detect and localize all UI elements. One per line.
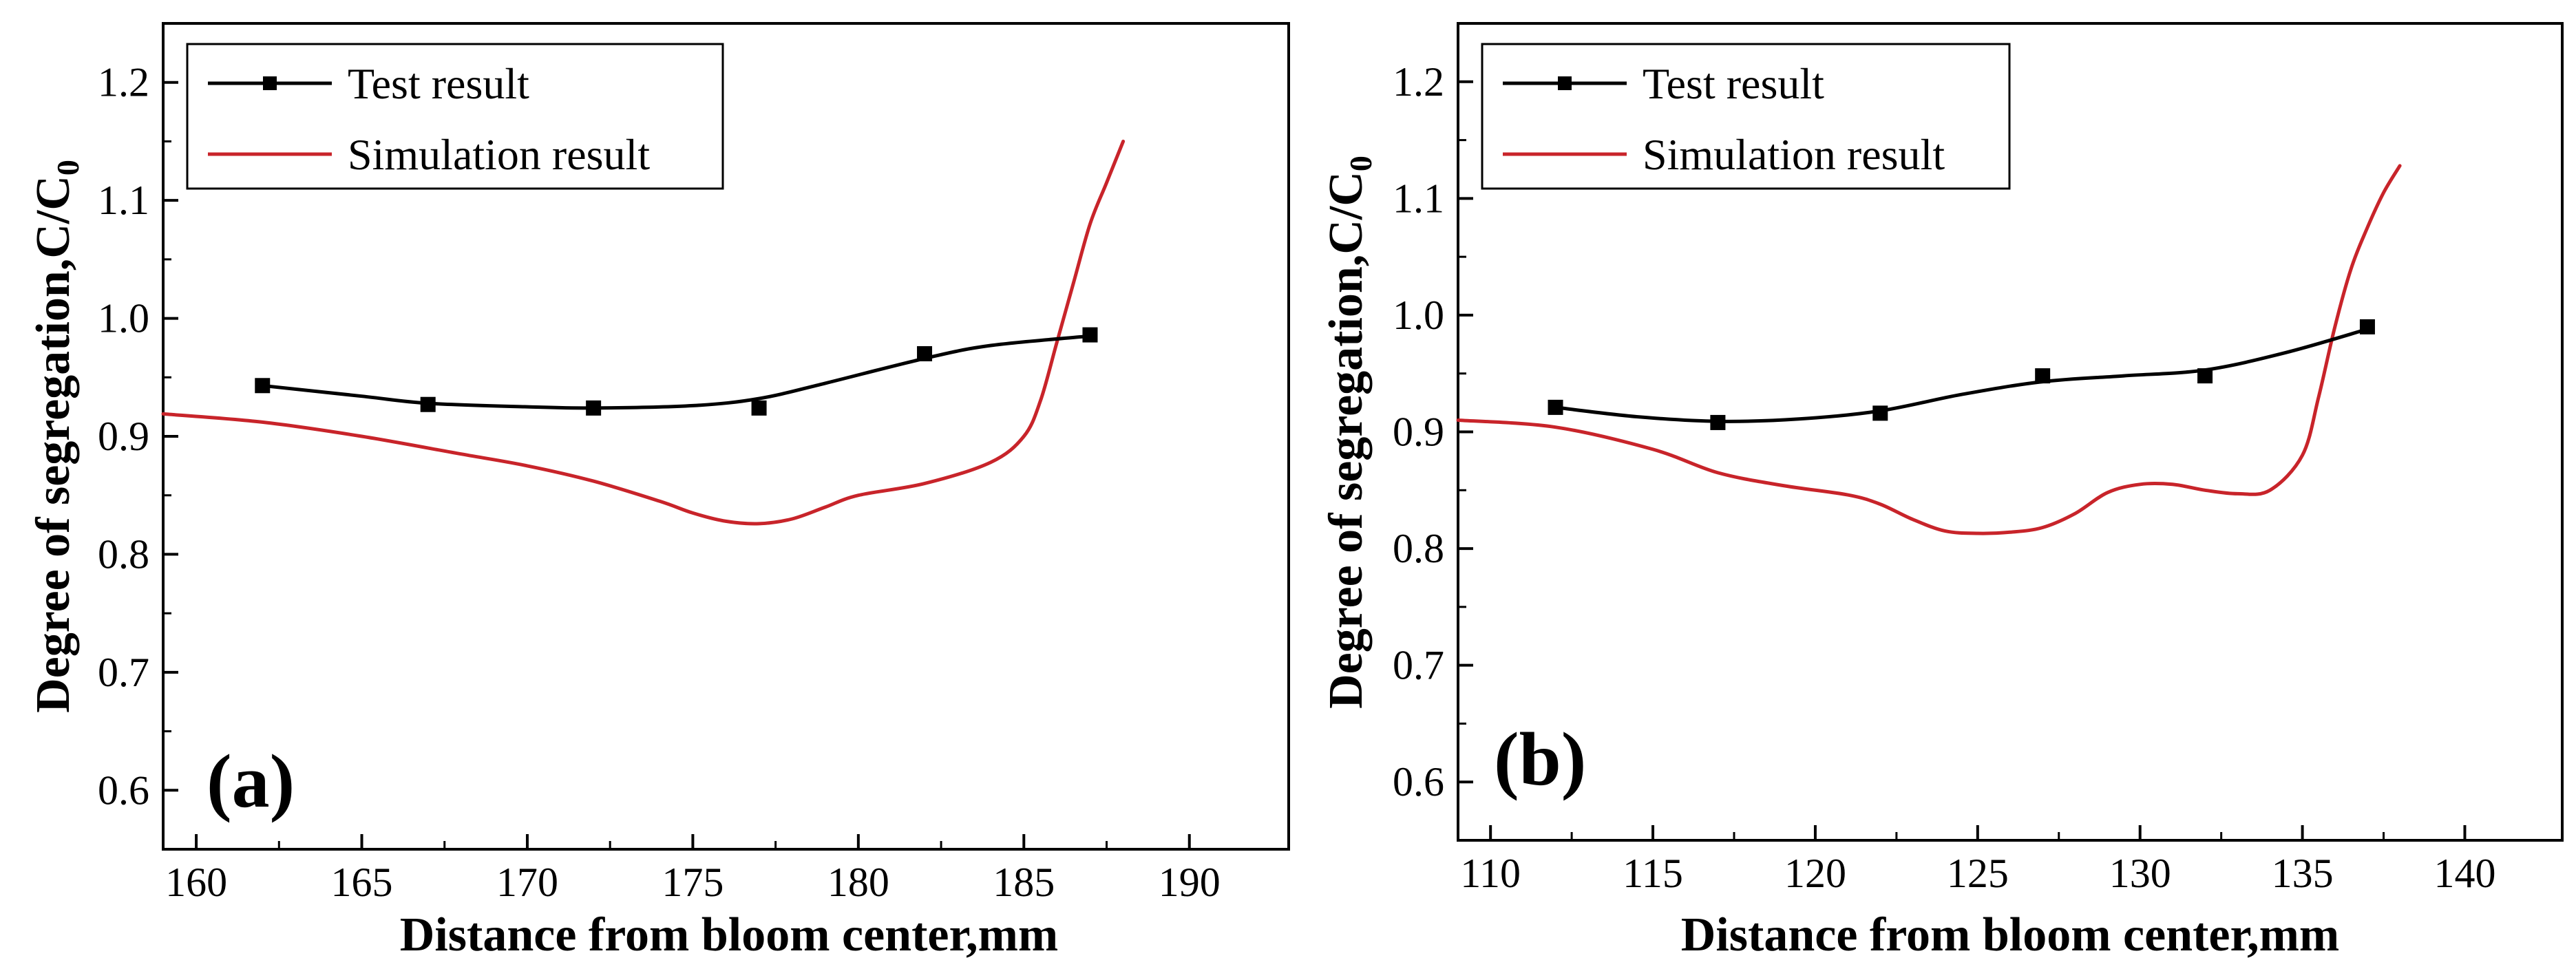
x-tick-label: 110 <box>1460 851 1521 896</box>
x-tick-label: 125 <box>1947 851 2009 896</box>
y-tick-label: 1.2 <box>1393 59 1444 105</box>
y-axis-ticks: 0.6 0.7 0.8 0.9 1.0 1.1 1.2 <box>1393 59 1473 805</box>
y-tick-label: 1.2 <box>98 60 149 105</box>
x-axis-ticks: 160 165 170 175 180 185 190 <box>165 834 1221 905</box>
y-tick-label: 1.1 <box>1393 175 1444 221</box>
series-line-test-result <box>1554 327 2369 423</box>
x-tick-label: 160 <box>165 860 227 905</box>
legend-label-test: Test result <box>1643 59 1824 108</box>
y-axis-title: Degree of segregation,C/C0 <box>27 160 85 713</box>
x-tick-label: 115 <box>1623 851 1683 896</box>
y-axis-title-main: Degree of segregation,C/C <box>27 175 80 713</box>
chart-panel-a: 0.6 0.7 0.8 0.9 1.0 1.1 1.2 160 165 170 175 180 185… <box>27 22 1290 961</box>
data-point-test-result <box>2359 319 2375 334</box>
y-axis-title-text: Degree of segregation,C/C0 <box>27 160 85 713</box>
x-axis-ticks: 110 115 120 125 130 135 140 <box>1460 825 2495 896</box>
y-tick-label: 0.6 <box>1393 759 1444 805</box>
legend-marker-test <box>1558 76 1572 90</box>
y-tick-label: 0.8 <box>98 531 149 577</box>
data-point-test-result <box>586 400 602 416</box>
data-point-test-result <box>1082 327 1098 343</box>
x-tick-label: 120 <box>1784 851 1846 896</box>
data-point-test-result <box>917 346 933 361</box>
x-tick-label: 175 <box>662 860 724 905</box>
y-tick-label: 0.6 <box>98 767 149 813</box>
panel-label: (a) <box>207 739 295 823</box>
x-tick-label: 190 <box>1159 860 1221 905</box>
x-tick-label: 170 <box>496 860 558 905</box>
x-tick-label: 130 <box>2109 851 2171 896</box>
data-point-test-result <box>2035 368 2051 384</box>
y-tick-label: 1.0 <box>1393 292 1444 338</box>
series-line-simulation-result <box>1456 164 2402 535</box>
legend: Test result Simulation result <box>186 43 724 190</box>
x-axis-title: Distance from bloom center,mm <box>400 908 1058 961</box>
x-axis-title: Distance from bloom center,mm <box>1681 908 2339 961</box>
series-layer <box>1456 164 2402 535</box>
panel-label: (b) <box>1494 717 1586 801</box>
data-point-test-result <box>1548 399 1563 415</box>
y-axis-title-subscript: 0 <box>50 160 85 175</box>
legend-label-simulation: Simulation result <box>1643 130 1945 179</box>
y-axis-title-main: Degree of segregation,C/C <box>1320 171 1373 709</box>
data-point-test-result <box>751 400 767 416</box>
legend-label-test: Test result <box>348 59 529 108</box>
y-tick-label: 0.9 <box>1393 409 1444 455</box>
y-axis-title-text: Degree of segregation,C/C0 <box>1320 156 1378 709</box>
y-axis-ticks: 0.6 0.7 0.8 0.9 1.0 1.1 1.2 <box>98 60 178 813</box>
series-layer <box>161 139 1126 526</box>
legend-label-simulation: Simulation result <box>348 130 650 179</box>
legend-box <box>1481 43 2011 190</box>
data-point-test-result <box>1872 405 1888 421</box>
y-tick-label: 1.1 <box>98 178 149 223</box>
y-tick-label: 0.7 <box>98 650 149 695</box>
x-tick-label: 185 <box>993 860 1055 905</box>
y-axis-title-subscript: 0 <box>1343 156 1378 171</box>
x-tick-label: 135 <box>2272 851 2334 896</box>
x-tick-label: 165 <box>331 860 393 905</box>
legend-marker-test <box>263 76 277 90</box>
series-line-simulation-result <box>161 139 1126 526</box>
legend-box <box>186 43 724 190</box>
data-point-test-result <box>255 378 271 394</box>
data-point-test-result <box>1710 414 1726 430</box>
x-tick-label: 140 <box>2434 851 2495 896</box>
y-tick-label: 0.8 <box>1393 526 1444 571</box>
series-line-test-result <box>260 334 1092 410</box>
y-tick-label: 0.9 <box>98 414 149 459</box>
data-point-test-result <box>420 396 436 412</box>
y-tick-label: 1.0 <box>98 296 149 341</box>
data-point-test-result <box>2197 368 2213 384</box>
y-tick-label: 0.7 <box>1393 643 1444 688</box>
legend: Test result Simulation result <box>1481 43 2011 190</box>
chart-panel-b: 0.6 0.7 0.8 0.9 1.0 1.1 1.2 110 115 120 125 130 135… <box>1320 22 2564 961</box>
x-tick-label: 180 <box>827 860 889 905</box>
y-axis-title: Degree of segregation,C/C0 <box>1320 156 1378 709</box>
